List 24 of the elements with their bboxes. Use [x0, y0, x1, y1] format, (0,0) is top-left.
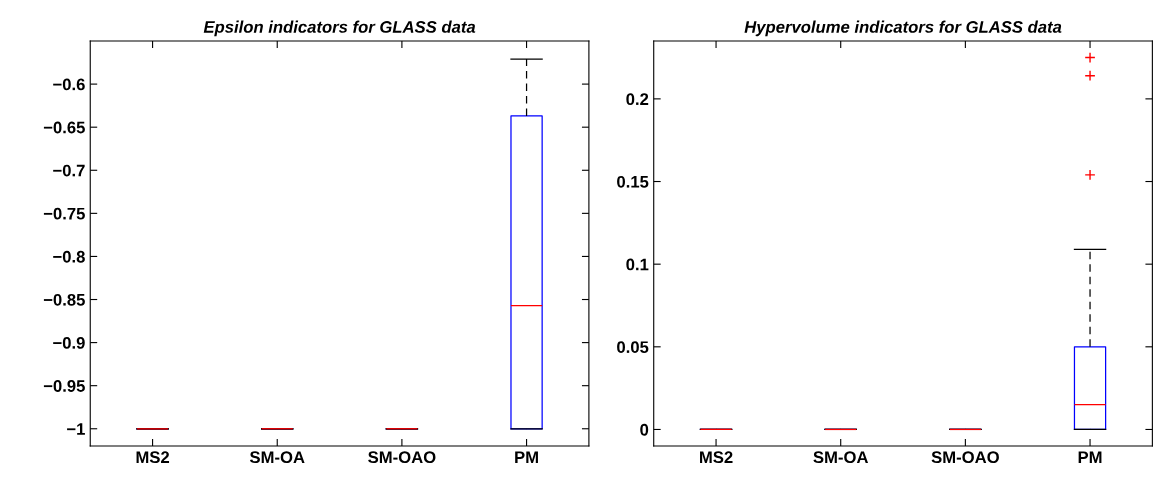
y-tick-label: −0.9	[53, 337, 85, 349]
x-tick-label: SM-OA	[249, 451, 305, 464]
y-tick-label: 0.2	[626, 93, 649, 106]
chart-title: Hypervolume indicators for GLASS data	[744, 20, 1062, 37]
x-tick-label: MS2	[136, 451, 170, 464]
y-tick-label: −0.85	[43, 293, 85, 306]
y-tick-label: 0	[640, 423, 649, 436]
x-tick-label: MS2	[700, 451, 733, 464]
x-tick-label: PM	[1078, 451, 1102, 463]
x-tick-label: PM	[515, 451, 538, 463]
y-tick-label: −0.8	[53, 250, 85, 263]
y-tick-label: −0.6	[53, 78, 85, 91]
x-tick-label: SM-OAO	[368, 451, 436, 464]
y-tick-label: 0.15	[617, 175, 649, 188]
y-tick-label: −1	[67, 423, 85, 435]
y-tick-label: −0.65	[43, 121, 85, 134]
y-tick-label: 0.1	[626, 258, 649, 271]
chart-title: Epsilon indicators for GLASS data	[203, 20, 476, 37]
y-tick-label: −0.95	[43, 380, 85, 392]
x-tick-label: SM-OAO	[931, 451, 999, 464]
y-tick-label: −0.7	[53, 164, 85, 177]
y-tick-label: −0.75	[43, 207, 85, 220]
y-tick-label: 0.05	[617, 341, 649, 354]
x-tick-label: SM-OA	[813, 451, 869, 464]
